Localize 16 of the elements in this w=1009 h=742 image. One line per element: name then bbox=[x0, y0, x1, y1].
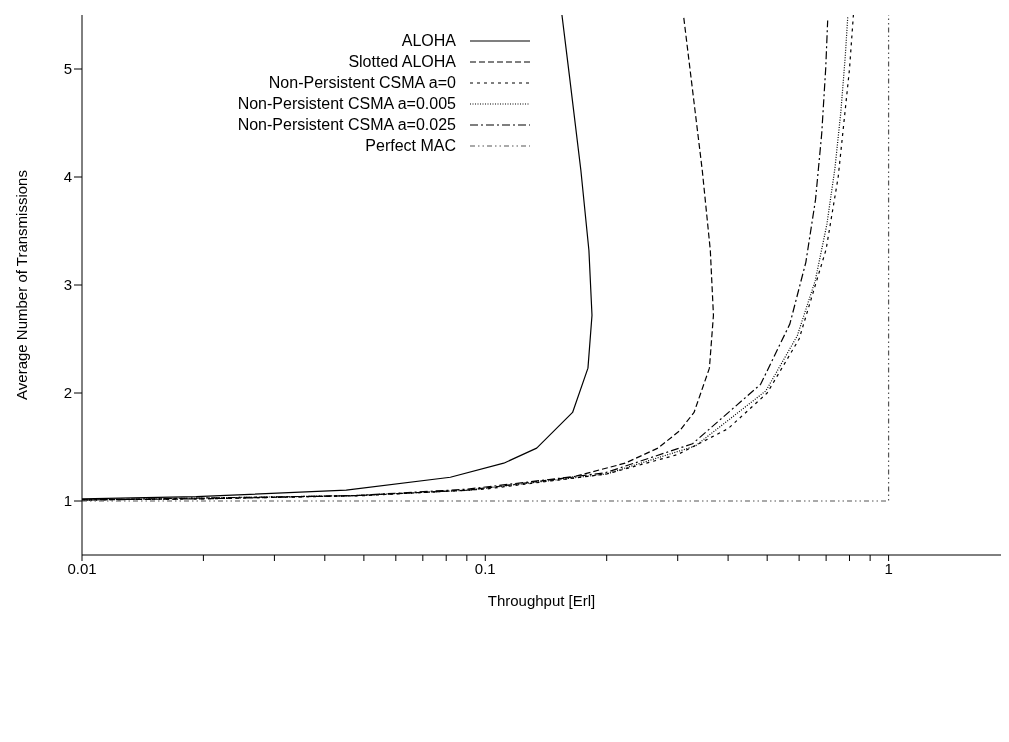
legend-label: Non-Persistent CSMA a=0 bbox=[268, 73, 456, 92]
x-tick-label: 0.01 bbox=[67, 559, 97, 577]
legend-label: Slotted ALOHA bbox=[348, 52, 456, 71]
legend-label: Perfect MAC bbox=[365, 136, 456, 155]
y-tick-label: 4 bbox=[63, 168, 72, 186]
y-tick-label: 3 bbox=[63, 276, 72, 294]
x-axis-title: Throughput [Erl] bbox=[487, 592, 596, 609]
legend-label: Non-Persistent CSMA a=0.005 bbox=[237, 94, 456, 113]
legend-label: Non-Persistent CSMA a=0.025 bbox=[237, 115, 456, 134]
y-tick-label: 2 bbox=[63, 384, 72, 402]
legend-label: ALOHA bbox=[401, 31, 456, 50]
y-tick-label: 5 bbox=[63, 60, 72, 78]
y-axis-title: Average Number of Transmissions bbox=[13, 170, 31, 400]
x-tick-label: 1 bbox=[884, 559, 893, 577]
x-tick-label: 0.1 bbox=[474, 559, 496, 577]
y-tick-label: 1 bbox=[63, 492, 72, 510]
